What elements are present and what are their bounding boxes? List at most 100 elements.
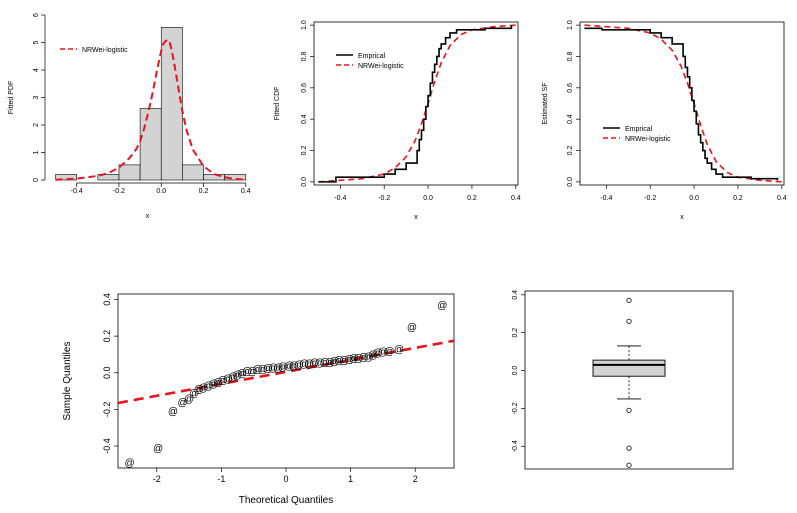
cdf-x-tick-label: -0.4 [334, 195, 346, 202]
histogram-bar [118, 164, 141, 181]
qq-point: @ [437, 300, 447, 311]
qq-point: @ [364, 352, 374, 363]
box-plot-frame [524, 290, 734, 470]
qq-point: @ [294, 360, 304, 371]
cdf-x-tick-label: 0.2 [467, 195, 477, 202]
qq-point: @ [213, 377, 223, 388]
qq-point: @ [218, 376, 228, 387]
qq-point: @ [315, 358, 325, 369]
cdf-x-tick-label: -0.2 [378, 195, 390, 202]
cdf-y-tick-label: 0.6 [301, 83, 308, 93]
box-y-tick-label: 0.0 [512, 366, 519, 376]
qq-point: @ [373, 348, 383, 359]
qq-point: @ [198, 383, 208, 394]
qq-x-axis-label: Theoretical Quantiles [239, 495, 334, 506]
qq-x-tick-label: -2 [153, 474, 161, 484]
sf-legend: Emprical NRWei-logistic [603, 126, 671, 143]
sf-y-tick-label: 1.0 [567, 20, 574, 30]
qq-point: @ [232, 370, 242, 381]
qq-point: @ [168, 407, 178, 418]
pdf-y-tick-label: 5 [33, 40, 40, 44]
qq-point: @ [228, 372, 238, 383]
qq-point: @ [358, 353, 368, 364]
pdf-x-tick-label: 0.4 [241, 188, 251, 195]
pdf-x-axis-label: x [146, 213, 150, 220]
qq-point: @ [384, 346, 394, 357]
qq-point: @ [299, 359, 309, 370]
qq-y-tick-label: 0.0 [102, 367, 112, 380]
box-y-tick-label: 0.4 [512, 290, 519, 300]
pdf-panel: -0.4 -0.2 0.0 0.2 0.4 0 1 2 3 4 5 6 x Fitted PDF NRWei… [8, 13, 251, 220]
box-outlier [626, 297, 632, 304]
cdf-x-axis-label: x [414, 214, 418, 221]
sf-x-tick-label: -0.4 [600, 195, 612, 202]
box-outlier [626, 318, 632, 324]
box-panel: -0.4 -0.2 0.0 0.2 0.4 [512, 290, 734, 470]
sf-y-tick-label: 0.0 [567, 177, 574, 187]
histogram-bar [182, 164, 204, 181]
pdf-y-tick-label: 2 [33, 123, 40, 127]
qq-point: @ [320, 357, 330, 368]
qq-point: @ [309, 358, 319, 369]
qq-point: @ [339, 355, 349, 366]
cdf-x-tick-label: 0.0 [423, 195, 433, 202]
cdf-y-tick-label: 0.0 [301, 177, 308, 187]
qq-point: @ [284, 361, 294, 372]
cdf-y-tick-label: 1.0 [301, 20, 308, 30]
qq-point: @ [273, 363, 283, 374]
qq-point: @ [125, 458, 135, 469]
histogram-bar [55, 174, 78, 181]
cdf-x-tick-label: 0.4 [511, 195, 521, 202]
qq-x-tick-label: 0 [283, 474, 288, 484]
qq-y-tick-label: 0.4 [102, 293, 112, 306]
sf-x-tick-label: 0.4 [777, 195, 787, 202]
sf-empirical-step [584, 27, 779, 181]
sf-y-tick-label: 0.8 [567, 52, 574, 62]
sf-x-tick-label: 0.2 [733, 195, 743, 202]
box-outlier [626, 462, 632, 468]
qq-point: @ [278, 362, 288, 373]
qq-reference-line [117, 339, 455, 405]
qq-y-axis-label: Sample Quantiles [62, 342, 73, 421]
qq-point: @ [334, 355, 344, 366]
cdf-y-tick-label: 0.2 [301, 146, 308, 156]
cdf-panel: -0.4 -0.2 0.0 0.2 0.4 0.0 0.2 0.4 0.6 0.8 1.0 x Fitt… [274, 20, 521, 221]
qq-point: @ [258, 365, 268, 376]
cdf-y-tick-label: 0.8 [301, 52, 308, 62]
qq-point: @ [268, 363, 278, 374]
qq-y-tick-label: 0.2 [102, 330, 112, 343]
pdf-x-tick-label: 0.2 [199, 188, 209, 195]
cdf-y-tick-label: 0.4 [301, 114, 308, 124]
histogram-bar [139, 108, 162, 181]
qq-point: @ [325, 357, 335, 368]
qq-point: @ [349, 354, 359, 365]
sf-y-tick-label: 0.4 [567, 114, 574, 124]
pdf-y-tick-label: 4 [33, 68, 40, 72]
sf-x-tick-label: 0.0 [689, 195, 699, 202]
cdf-legend-label: Emprical [358, 53, 386, 60]
qq-x-tick-label: 2 [413, 474, 418, 484]
cdf-legend: Emprical NRWei-logistic [336, 53, 404, 70]
sf-y-tick-label: 0.2 [567, 146, 574, 156]
qq-x-tick-label: -1 [217, 474, 225, 484]
cdf-y-axis-label: Fitted CDF [274, 87, 281, 121]
qq-point: @ [242, 366, 252, 377]
qq-plot-frame [117, 293, 455, 469]
qq-point: @ [304, 359, 314, 370]
sf-y-tick-label: 0.6 [567, 83, 574, 93]
box-y-tick-label: -0.2 [512, 402, 519, 414]
sf-x-tick-label: -0.2 [644, 195, 656, 202]
qq-point: @ [203, 381, 213, 392]
fitted-pdf-curve [55, 38, 246, 181]
sf-legend-label: Emprical [625, 126, 653, 133]
qq-point: @ [329, 356, 339, 367]
histogram-bar [203, 174, 225, 181]
qq-point: @ [247, 366, 257, 377]
qq-x-tick-label: 1 [348, 474, 353, 484]
box-outlier [626, 407, 632, 413]
qq-point: @ [178, 398, 188, 409]
sf-panel: -0.4 -0.2 0.0 0.2 0.4 0.0 0.2 0.4 0.6 0.8 1.0 x Esti… [542, 20, 787, 221]
qq-point: @ [378, 347, 388, 358]
qq-point: @ [368, 350, 378, 361]
box-iqr [592, 359, 666, 377]
